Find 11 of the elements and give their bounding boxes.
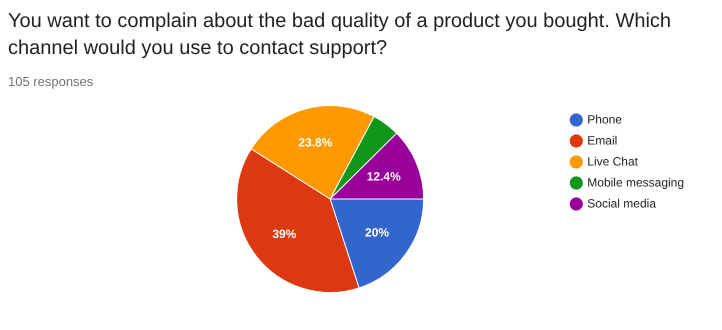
legend-label: Social media — [587, 196, 656, 210]
text: 105 responses — [8, 74, 94, 89]
data-label: 23.8% — [298, 135, 333, 150]
legend-label: Email — [587, 133, 618, 148]
data-label: 20% — [365, 225, 390, 240]
data-label: 12.4% — [366, 169, 402, 184]
legend-label: Live Chat — [587, 154, 639, 168]
legend-label: Phone — [587, 112, 622, 126]
chart-title: You want to complain about the bad quality of a product you bought. Which channel would you use to contact support? — [8, 9, 672, 61]
data-label: 39% — [272, 226, 297, 241]
legend-label: Mobile messaging — [587, 175, 684, 190]
